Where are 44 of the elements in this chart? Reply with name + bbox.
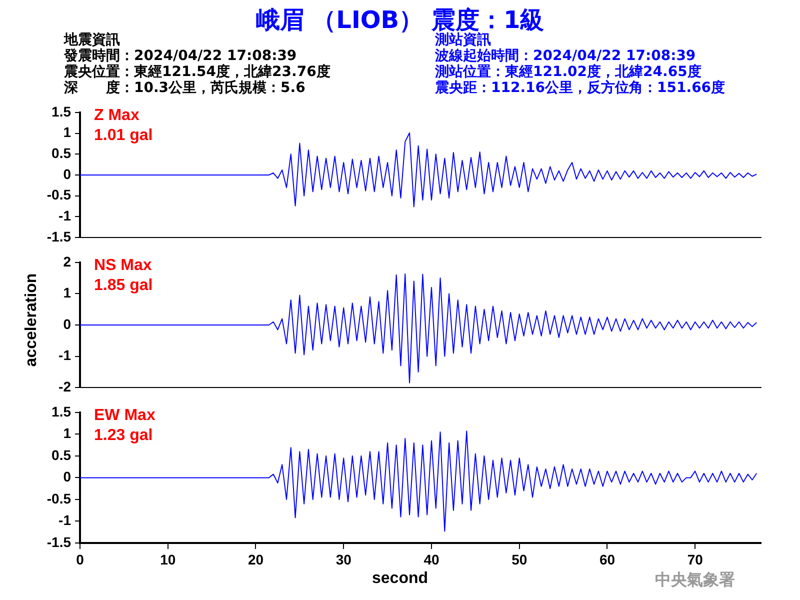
y-tick-label: 1 xyxy=(63,425,72,442)
y-tick-label: 0 xyxy=(63,166,72,182)
y-tick-label: 1 xyxy=(63,124,72,140)
y-tick-label: 2 xyxy=(63,253,72,270)
text: 深 度：10.3公里，芮氏規模：5.6 xyxy=(64,80,306,96)
text: 地震資訊 xyxy=(64,32,120,48)
y-tick-label: 1.5 xyxy=(52,103,72,120)
x-tick-label: 60 xyxy=(599,551,616,568)
text: 震央距：112.16公里，反方位角：151.66度 xyxy=(435,80,726,96)
annotation: Z Max xyxy=(94,107,140,125)
text: 發震時間：2024/04/22 17:08:39 xyxy=(64,48,297,64)
y-tick-label: -0.5 xyxy=(46,490,72,506)
y-tick-label: -1.5 xyxy=(46,228,72,244)
text: 震央位置：東經121.54度，北緯23.76度 xyxy=(64,64,330,80)
x-tick-label: 20 xyxy=(248,551,264,568)
y-tick-label: 1 xyxy=(63,284,72,301)
y-tick-label: -2 xyxy=(58,378,72,394)
y-tick-label: 0.5 xyxy=(52,446,72,463)
annotation: NS Max xyxy=(94,257,152,275)
y-tick-label: -1 xyxy=(58,347,72,364)
y-tick-label: 1.5 xyxy=(52,403,72,420)
text: 測站位置：東經121.02度，北緯24.65度 xyxy=(435,64,702,80)
annotation: 1.85 gal xyxy=(94,277,153,295)
y-tick-label: 0 xyxy=(63,468,72,485)
y-tick-label: -1.5 xyxy=(46,534,72,550)
x-tick-label: 30 xyxy=(336,551,352,568)
y-tick-label: -1 xyxy=(58,512,72,528)
annotation: EW Max xyxy=(94,407,156,425)
y-tick-label: -0.5 xyxy=(46,186,72,203)
x-tick-label: 50 xyxy=(512,551,528,568)
text: 波線起始時間：2024/04/22 17:08:39 xyxy=(435,48,696,64)
y-axis-title: acceleration xyxy=(23,273,41,367)
x-tick-label: 70 xyxy=(687,551,704,568)
x-tick-label: 0 xyxy=(76,551,84,568)
annotation: 1.23 gal xyxy=(94,427,153,445)
x-tick-label: 40 xyxy=(424,551,440,568)
text: 測站資訊 xyxy=(435,32,491,48)
text: 中央氣象署 xyxy=(655,570,735,591)
annotation: 1.01 gal xyxy=(94,127,153,145)
y-tick-label: -1 xyxy=(58,208,72,224)
y-tick-label: 0 xyxy=(63,316,72,332)
x-axis-title: second xyxy=(372,570,428,588)
y-tick-label: 0.5 xyxy=(52,144,72,161)
x-tick-label: 10 xyxy=(160,551,176,568)
